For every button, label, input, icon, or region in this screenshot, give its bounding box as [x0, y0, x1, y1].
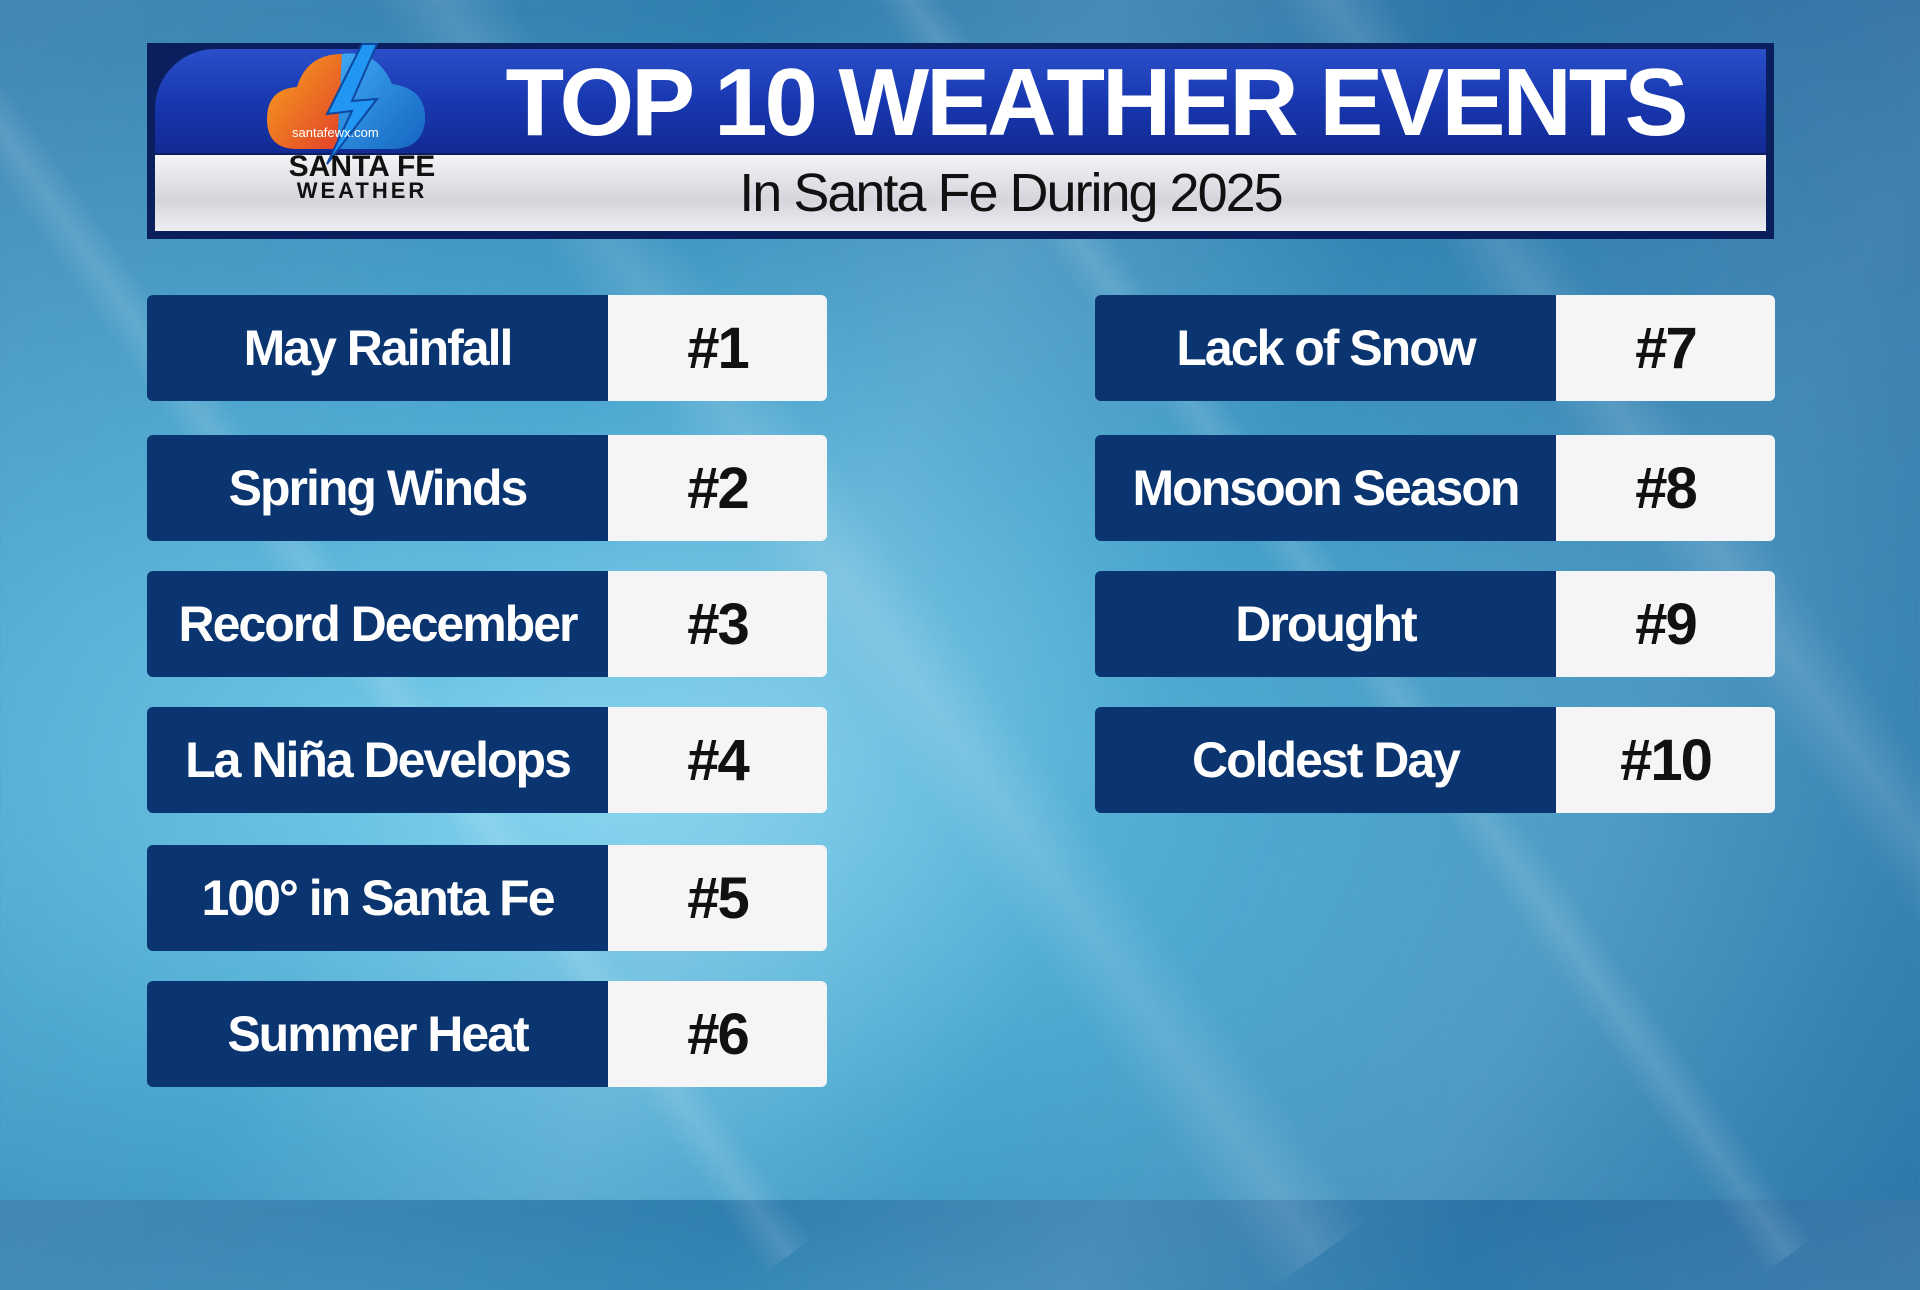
event-label: Summer Heat [147, 981, 608, 1087]
event-row: Spring Winds #2 [147, 435, 827, 541]
event-row: Summer Heat #6 [147, 981, 827, 1087]
event-rank: #7 [1556, 295, 1775, 401]
event-row: Drought #9 [1095, 571, 1775, 677]
event-rank: #1 [608, 295, 827, 401]
page-title: TOP 10 WEATHER EVENTS [505, 49, 1689, 156]
event-rank: #10 [1556, 707, 1775, 813]
logo-name-line1: SANTA FE [288, 150, 436, 183]
event-label: Lack of Snow [1095, 295, 1556, 401]
page-subtitle: In Santa Fe During 2025 [739, 163, 1283, 223]
event-row: Record December #3 [147, 571, 827, 677]
event-rank: #6 [608, 981, 827, 1087]
logo-name-line2: WEATHER [296, 178, 428, 203]
event-row: May Rainfall #1 [147, 295, 827, 401]
event-row: La Niña Develops #4 [147, 707, 827, 813]
event-row: Monsoon Season #8 [1095, 435, 1775, 541]
logo-name: SANTA FE WEATHER [267, 150, 457, 203]
event-rank: #8 [1556, 435, 1775, 541]
title-banner: santafewx.com SANTA FE WEATHER TOP 10 WE… [147, 43, 1774, 239]
event-row: Lack of Snow #7 [1095, 295, 1775, 401]
cloud-lightning-logo-icon [267, 43, 426, 165]
event-rank: #9 [1556, 571, 1775, 677]
event-row: Coldest Day #10 [1095, 707, 1775, 813]
event-row: 100° in Santa Fe #5 [147, 845, 827, 951]
event-label: Spring Winds [147, 435, 608, 541]
event-rank: #4 [608, 707, 827, 813]
event-label: Coldest Day [1095, 707, 1556, 813]
logo-url: santafewx.com [292, 125, 379, 140]
event-rank: #3 [608, 571, 827, 677]
event-label: Monsoon Season [1095, 435, 1556, 541]
event-rank: #2 [608, 435, 827, 541]
event-rank: #5 [608, 845, 827, 951]
event-label: 100° in Santa Fe [147, 845, 608, 951]
banner-white-band [155, 155, 1766, 231]
event-label: Drought [1095, 571, 1556, 677]
event-label: Record December [147, 571, 608, 677]
banner-blue-band [155, 49, 1766, 153]
event-label: May Rainfall [147, 295, 608, 401]
event-label: La Niña Develops [147, 707, 608, 813]
